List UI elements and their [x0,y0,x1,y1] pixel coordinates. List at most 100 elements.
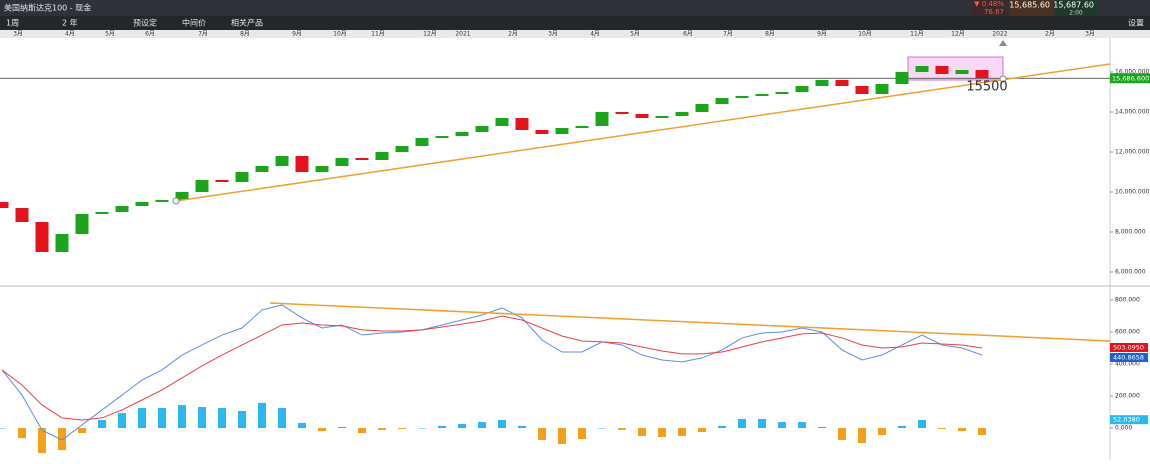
x-tick-label: 9月 [817,31,827,38]
candle [815,80,829,86]
candle [895,72,909,84]
candle [235,172,249,182]
candle [475,126,489,132]
settings[interactable]: 设置 [1128,18,1144,28]
trend-anchor [999,75,1007,83]
candle [715,98,729,104]
last-value-label: 440.8658 [1113,353,1144,361]
toolbar [0,16,1150,30]
histogram-bar [678,428,686,436]
candle [95,212,109,214]
button[interactable]: 中间价 [182,18,206,28]
x-tick-label: 5月 [630,31,640,38]
histogram-bar [798,422,806,428]
candle [135,202,149,206]
histogram-bar [438,425,446,428]
candle [695,104,709,112]
x-tick-label: 7月 [198,31,208,38]
trend-line [175,63,1111,202]
change: 76.67 [984,8,1004,16]
trend-line [269,302,1111,342]
histogram-bar [358,428,366,434]
histogram-bar [578,428,586,440]
x-tick-label: 8月 [765,31,775,38]
candle [295,156,309,172]
candle [55,234,69,252]
x-tick-label: 10月 [333,31,347,38]
last-value-box [1110,343,1148,353]
histogram-bar [198,407,206,428]
candle [375,152,389,160]
current-price-box [1110,73,1150,84]
range[interactable]: 2 年 [62,18,78,28]
candle [635,114,649,118]
candle [35,222,49,252]
histogram-bar [858,428,866,444]
candle [75,214,89,234]
x-tick-label: 6月 [683,31,693,38]
interval[interactable]: 1周 [6,19,19,28]
histogram-bar [538,428,546,440]
histogram-bar [818,427,826,428]
histogram-bar [58,428,66,451]
candle [335,158,349,166]
button[interactable]: 相关产品 [231,18,263,28]
histogram-bar [338,427,346,428]
candle [575,126,589,128]
histogram-bar [618,428,626,430]
last-value-box [1110,415,1148,425]
candle [175,192,189,200]
x-tick-label: 2021 [455,31,470,38]
bid: 15,685.60 [1009,1,1050,10]
time-axis [0,30,1150,38]
ask: 15,687.60 [1053,1,1094,10]
candle [775,92,789,94]
histogram-bar [258,402,266,428]
candle [855,86,869,94]
histogram-bar [598,428,606,429]
candle [535,130,549,134]
last-value-box [1110,352,1148,362]
button[interactable]: 预设定 [133,18,157,28]
histogram-bar [898,425,906,428]
y-tick-label: 400.000 [1115,361,1140,368]
marker [999,40,1007,46]
last-value-label: 52.0380 [1113,416,1140,424]
histogram-bar [658,428,666,437]
candle [835,80,849,86]
y-tick-label: 800.000 [1115,297,1140,304]
ask-box[interactable] [1056,0,1098,16]
histogram-bar [0,428,6,429]
x-tick-label: 6月 [145,31,155,38]
histogram-bar [278,408,286,428]
histogram-bar [718,425,726,428]
candle [395,146,409,152]
candle [195,180,209,192]
histogram-bar [958,428,966,432]
instrument[interactable]: 美国纳斯达克100 - 现金 [4,3,91,13]
histogram-bar [558,428,566,444]
x-tick-label: 3月 [1085,31,1095,38]
candle [515,118,529,130]
candle [795,86,809,92]
candle [735,96,749,98]
y-tick-label: 8,000.000 [1115,229,1146,236]
x-tick-label: 7月 [723,31,733,38]
bid-box[interactable] [1009,0,1054,16]
x-tick-label: 2月 [508,31,518,38]
y-tick-label: 6,000.000 [1115,269,1146,276]
x-tick-label: 4月 [590,31,600,38]
title-bar [0,0,1150,16]
histogram-bar [138,408,146,428]
candle [455,132,469,136]
candle [975,70,989,78]
candle [215,180,229,182]
histogram-bar [518,425,526,428]
candle [555,128,569,134]
histogram-bar [738,418,746,428]
candle [655,116,669,118]
histogram-bar [38,428,46,454]
histogram-bar [398,428,406,429]
candle [615,112,629,114]
